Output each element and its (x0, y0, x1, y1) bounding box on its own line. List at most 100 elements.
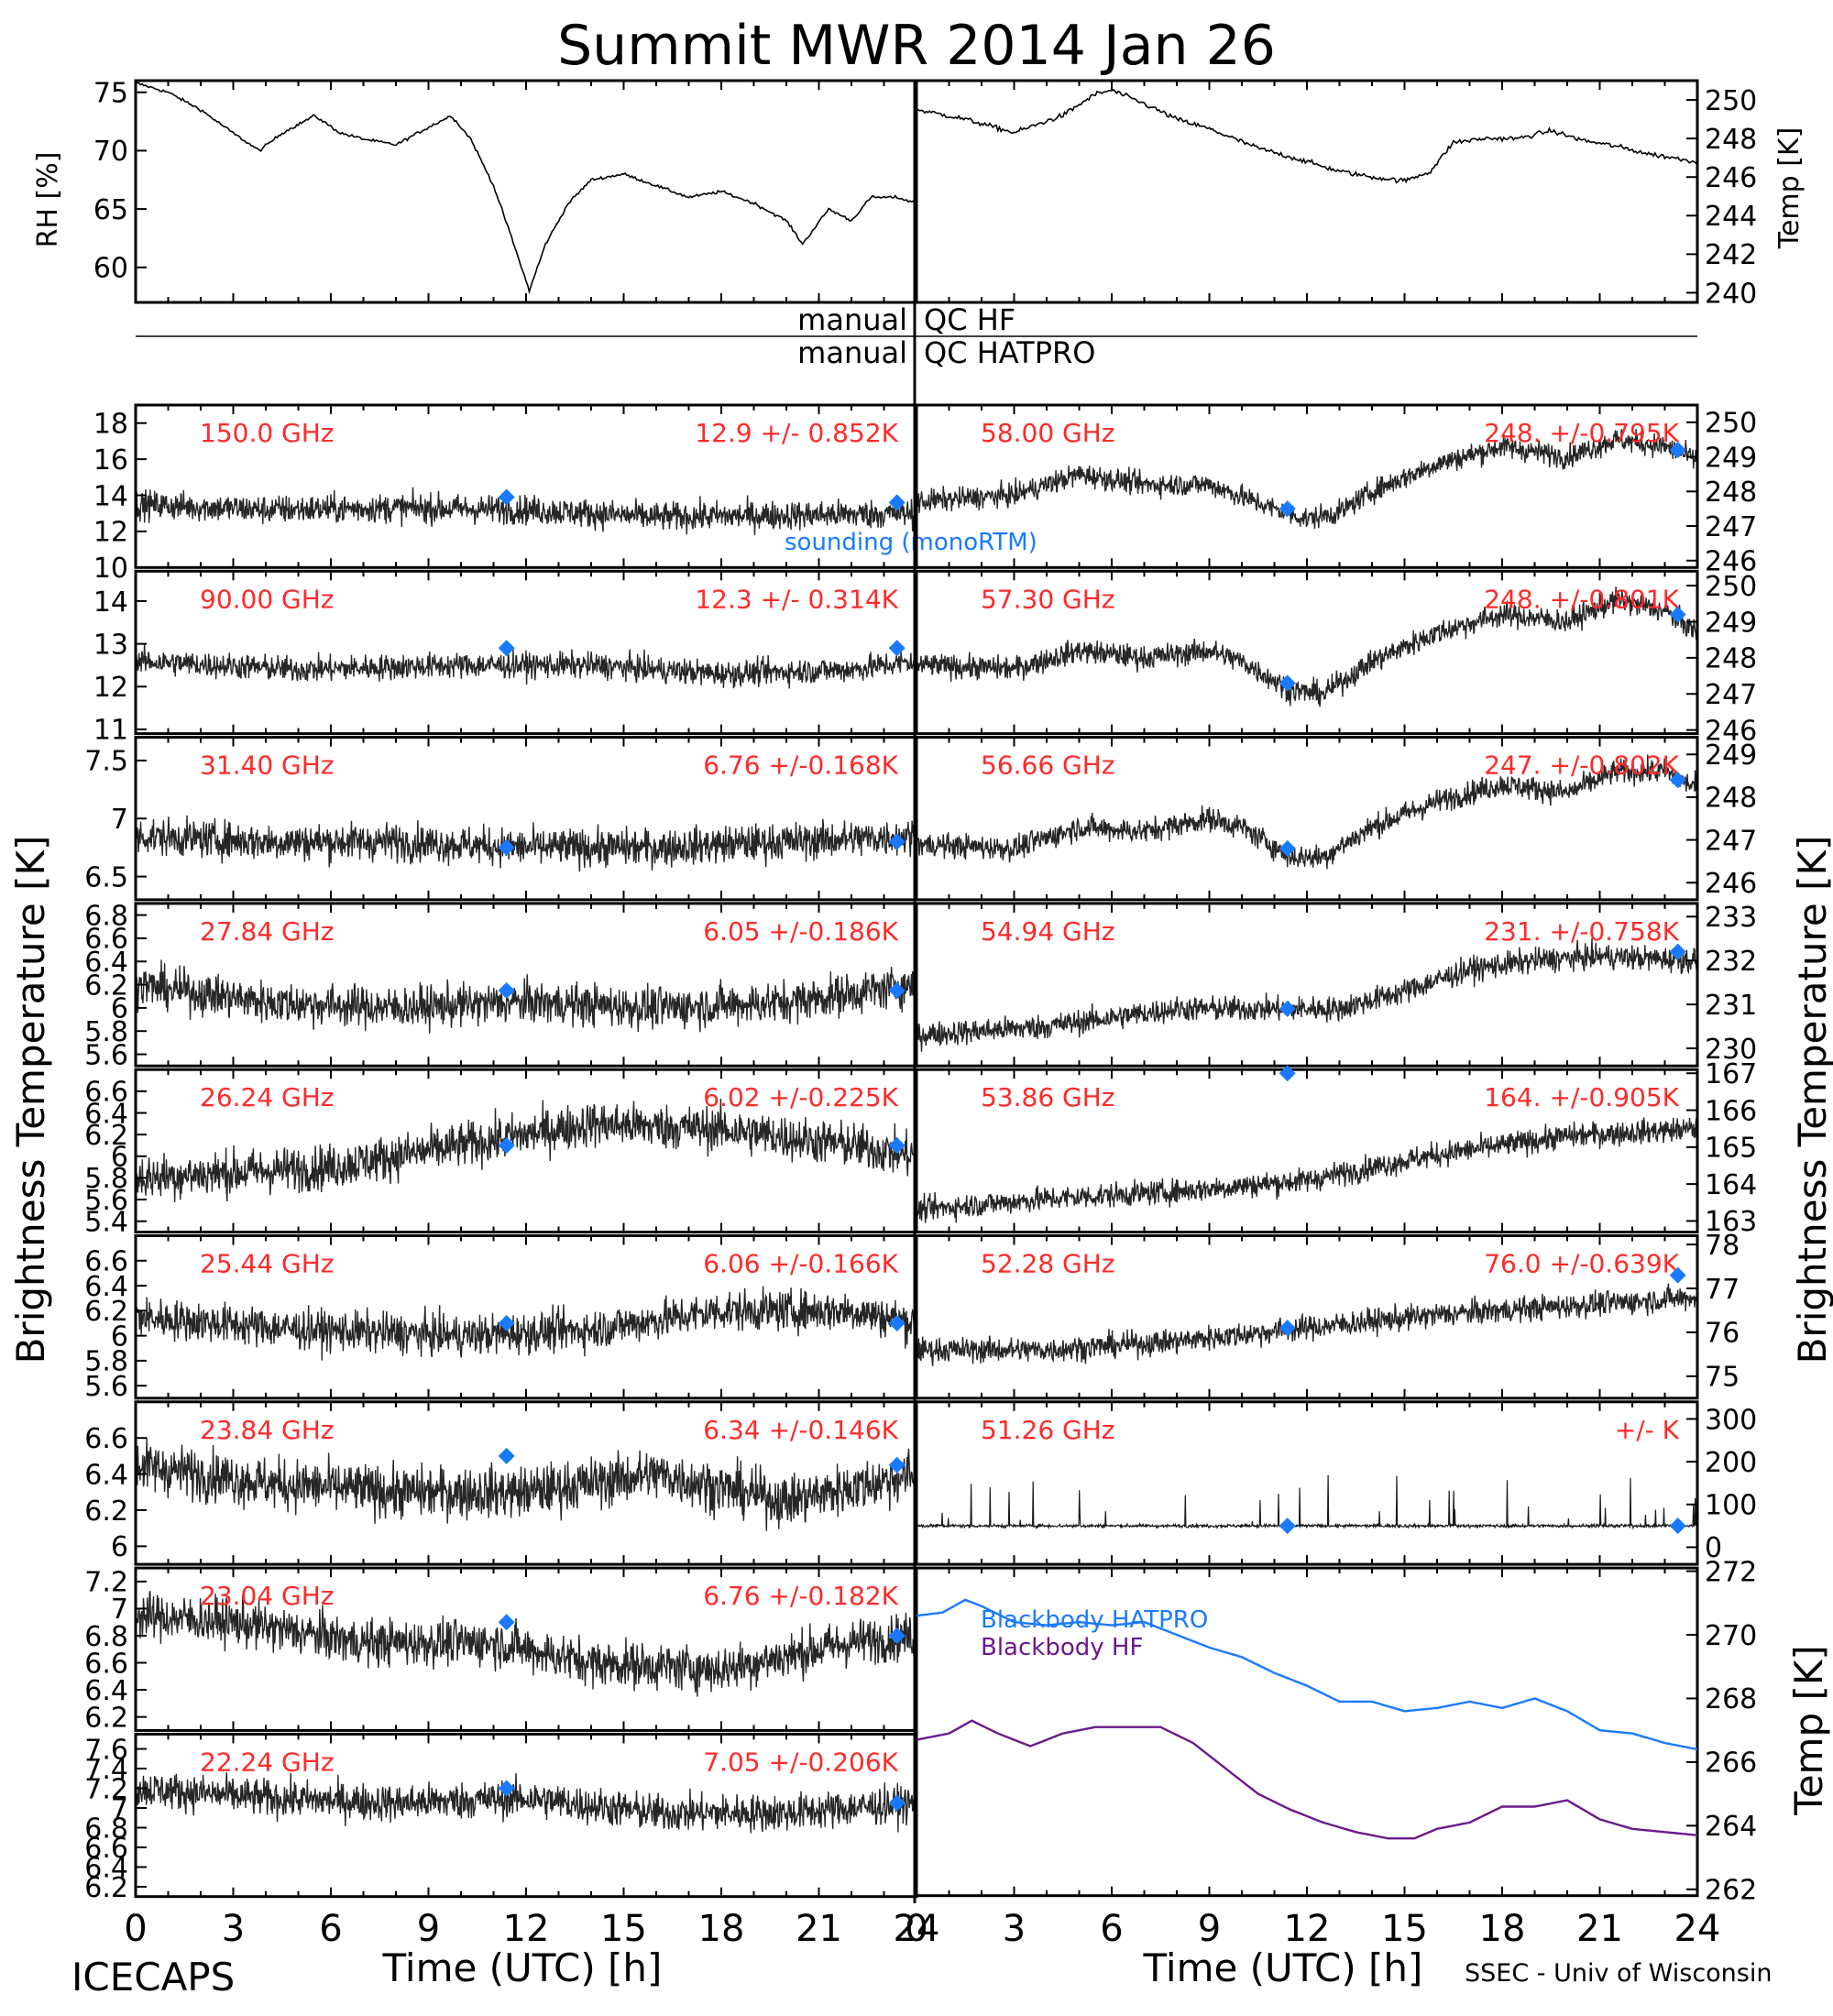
channel-left-0-ytick-label: 12 (93, 517, 128, 549)
bb-temp-axis-label: Temp [K] (1786, 1645, 1831, 1816)
channel-right-6-sounding-marker (1279, 1517, 1296, 1535)
blackbody-ytick-label: 268 (1705, 1683, 1757, 1715)
qc-hf-left-label: manual (797, 302, 907, 337)
channel-right-4-ytick-label: 167 (1705, 1058, 1757, 1090)
channel-left-5-ytick-label: 6.6 (84, 1246, 128, 1278)
channel-right-4-ytick-label: 164 (1705, 1169, 1757, 1201)
channel-right-1-ytick-label: 247 (1705, 679, 1757, 711)
time-axis-label-left: Time (UTC) [h] (382, 1945, 663, 1990)
channel-right-1-ytick-label: 248 (1705, 643, 1757, 675)
channel-left-5-stat-label: 6.06 +/-0.166K (703, 1249, 898, 1279)
rh-series-line (135, 81, 917, 295)
channel-right-0-ytick-label: 247 (1705, 511, 1757, 543)
blackbody-ytick-label: 262 (1705, 1875, 1757, 1907)
channel-left-4-ytick-label: 6.6 (84, 1077, 128, 1109)
x-tick-label-left: 3 (222, 1908, 245, 1950)
blackbody-ytick-label: 264 (1705, 1811, 1757, 1843)
footer-icecaps: ICECAPS (71, 1955, 235, 2000)
x-tick-label-right: 18 (1479, 1908, 1526, 1950)
channel-left-8-stat-label: 7.05 +/-0.206K (703, 1747, 898, 1777)
legend-blackbody-hf: Blackbody HF (981, 1634, 1143, 1661)
channel-left-4-ytick-label: 5.8 (84, 1163, 128, 1195)
channel-left-8-ytick-label: 7.6 (84, 1734, 128, 1766)
chart-title: Summit MWR 2014 Jan 26 (557, 14, 1276, 78)
channel-right-0-freq-label: 58.00 GHz (981, 418, 1115, 448)
channel-left-3-ytick-label: 6.8 (84, 900, 128, 932)
channel-right-2-ytick-label: 248 (1705, 783, 1757, 815)
channel-right-6-ytick-label: 0 (1705, 1532, 1722, 1564)
channel-right-3-sounding-marker (1279, 1000, 1296, 1017)
channel-left-5-ytick-label: 5.6 (84, 1371, 128, 1403)
channel-left-7-sounding-marker (888, 1627, 906, 1644)
channel-left-1-series-trace (135, 643, 917, 689)
channel-right-3-series-trace (916, 937, 1697, 1052)
channel-left-8-ytick-label: 7.2 (84, 1773, 128, 1805)
channel-left-5-freq-label: 25.44 GHz (200, 1249, 335, 1279)
channel-right-1-series-trace (916, 586, 1698, 707)
channel-left-2-stat-label: 6.76 +/-0.168K (703, 751, 898, 781)
channel-right-1-ytick-label: 246 (1705, 715, 1757, 747)
channel-left-4-ytick-label: 6.2 (84, 1120, 128, 1152)
channel-right-4-ytick-label: 166 (1705, 1095, 1757, 1127)
channel-left-3-ytick-label: 6 (111, 993, 128, 1025)
channel-left-0-ytick-label: 18 (93, 409, 128, 441)
channel-left-6-ytick-label: 6.6 (84, 1423, 128, 1455)
channel-right-1-ytick-label: 249 (1705, 607, 1757, 639)
channel-left-1-stat-label: 12.3 +/- 0.314K (695, 584, 898, 614)
channel-left-3-stat-label: 6.05 +/-0.186K (703, 916, 898, 947)
channel-left-4-ytick-label: 5.6 (84, 1185, 128, 1217)
channel-left-8-ytick-label: 6.8 (84, 1813, 128, 1845)
channel-right-5-sounding-marker (1669, 1266, 1686, 1284)
channel-left-2-sounding-marker (888, 833, 906, 850)
legend-blackbody-hatpro: Blackbody HATPRO (981, 1606, 1208, 1634)
x-tick-label-right: 6 (1100, 1908, 1123, 1950)
rh-ytick-label: 70 (93, 136, 128, 168)
channel-right-2-series-trace (916, 754, 1698, 870)
channel-left-0-series-trace (135, 487, 917, 535)
channel-right-2-ytick-label: 249 (1705, 740, 1757, 772)
bt-axis-label-left: Brightness Temperature [K] (8, 836, 53, 1364)
channel-right-0-series-trace (916, 429, 1698, 530)
channel-left-0-stat-label: 12.9 +/- 0.852K (695, 418, 898, 448)
channel-right-1-stat-label: 248. +/-0.801K (1484, 584, 1679, 614)
channel-left-4-sounding-marker (888, 1136, 906, 1154)
channel-left-5-sounding-marker (888, 1314, 906, 1331)
channel-left-8-sounding-marker (498, 1780, 515, 1797)
channel-right-3-ytick-label: 232 (1705, 946, 1757, 978)
channel-right-2-freq-label: 56.66 GHz (981, 751, 1115, 781)
channel-right-4-ytick-label: 163 (1705, 1206, 1757, 1238)
channel-right-0-ytick-label: 248 (1705, 477, 1757, 509)
channel-right-5-sounding-marker (1279, 1320, 1296, 1337)
bt-axis-label-right: Brightness Temperature [K] (1790, 836, 1833, 1364)
channel-left-5-ytick-label: 6.2 (84, 1296, 128, 1328)
x-tick-label-right: 3 (1003, 1908, 1026, 1950)
channel-left-2-ytick-label: 7.5 (84, 746, 128, 778)
temp-ytick-label: 242 (1705, 239, 1757, 271)
legend-sounding: sounding (monoRTM) (785, 529, 1037, 556)
channel-left-5-ytick-label: 5.8 (84, 1346, 128, 1378)
blackbody-hf-line (916, 1719, 1698, 1840)
channel-left-8-ytick-label: 6.4 (84, 1852, 128, 1884)
channel-right-5-stat-label: 76.0 +/-0.639K (1484, 1249, 1679, 1279)
channel-left-5-series-trace (135, 1286, 917, 1361)
channel-left-1-ytick-label: 13 (93, 629, 128, 661)
channel-left-0-ytick-label: 14 (93, 480, 128, 512)
channel-left-1-sounding-marker (498, 640, 515, 657)
channel-left-1-ytick-label: 11 (93, 715, 128, 747)
temp-ytick-label: 240 (1705, 278, 1757, 310)
channel-left-2-sounding-marker (498, 838, 515, 856)
channel-right-4-freq-label: 53.86 GHz (981, 1082, 1115, 1112)
x-tick-label-left: 6 (319, 1908, 342, 1950)
temp-ytick-label: 244 (1705, 201, 1757, 233)
channel-left-6-series-trace (135, 1438, 917, 1531)
channel-left-4-series-trace (135, 1098, 917, 1203)
channel-left-8-ytick-label: 7.4 (84, 1754, 128, 1786)
channel-right-4-series-trace (916, 1117, 1698, 1223)
temp-ytick-label: 246 (1705, 162, 1757, 194)
channel-right-0-ytick-label: 246 (1705, 546, 1757, 578)
channel-left-1-ytick-label: 12 (93, 672, 128, 704)
x-tick-label-left: 0 (124, 1908, 147, 1950)
channel-left-6-sounding-marker (888, 1456, 906, 1474)
blackbody-ytick-label: 270 (1705, 1620, 1757, 1652)
channel-left-7-ytick-label: 7.2 (84, 1567, 128, 1599)
